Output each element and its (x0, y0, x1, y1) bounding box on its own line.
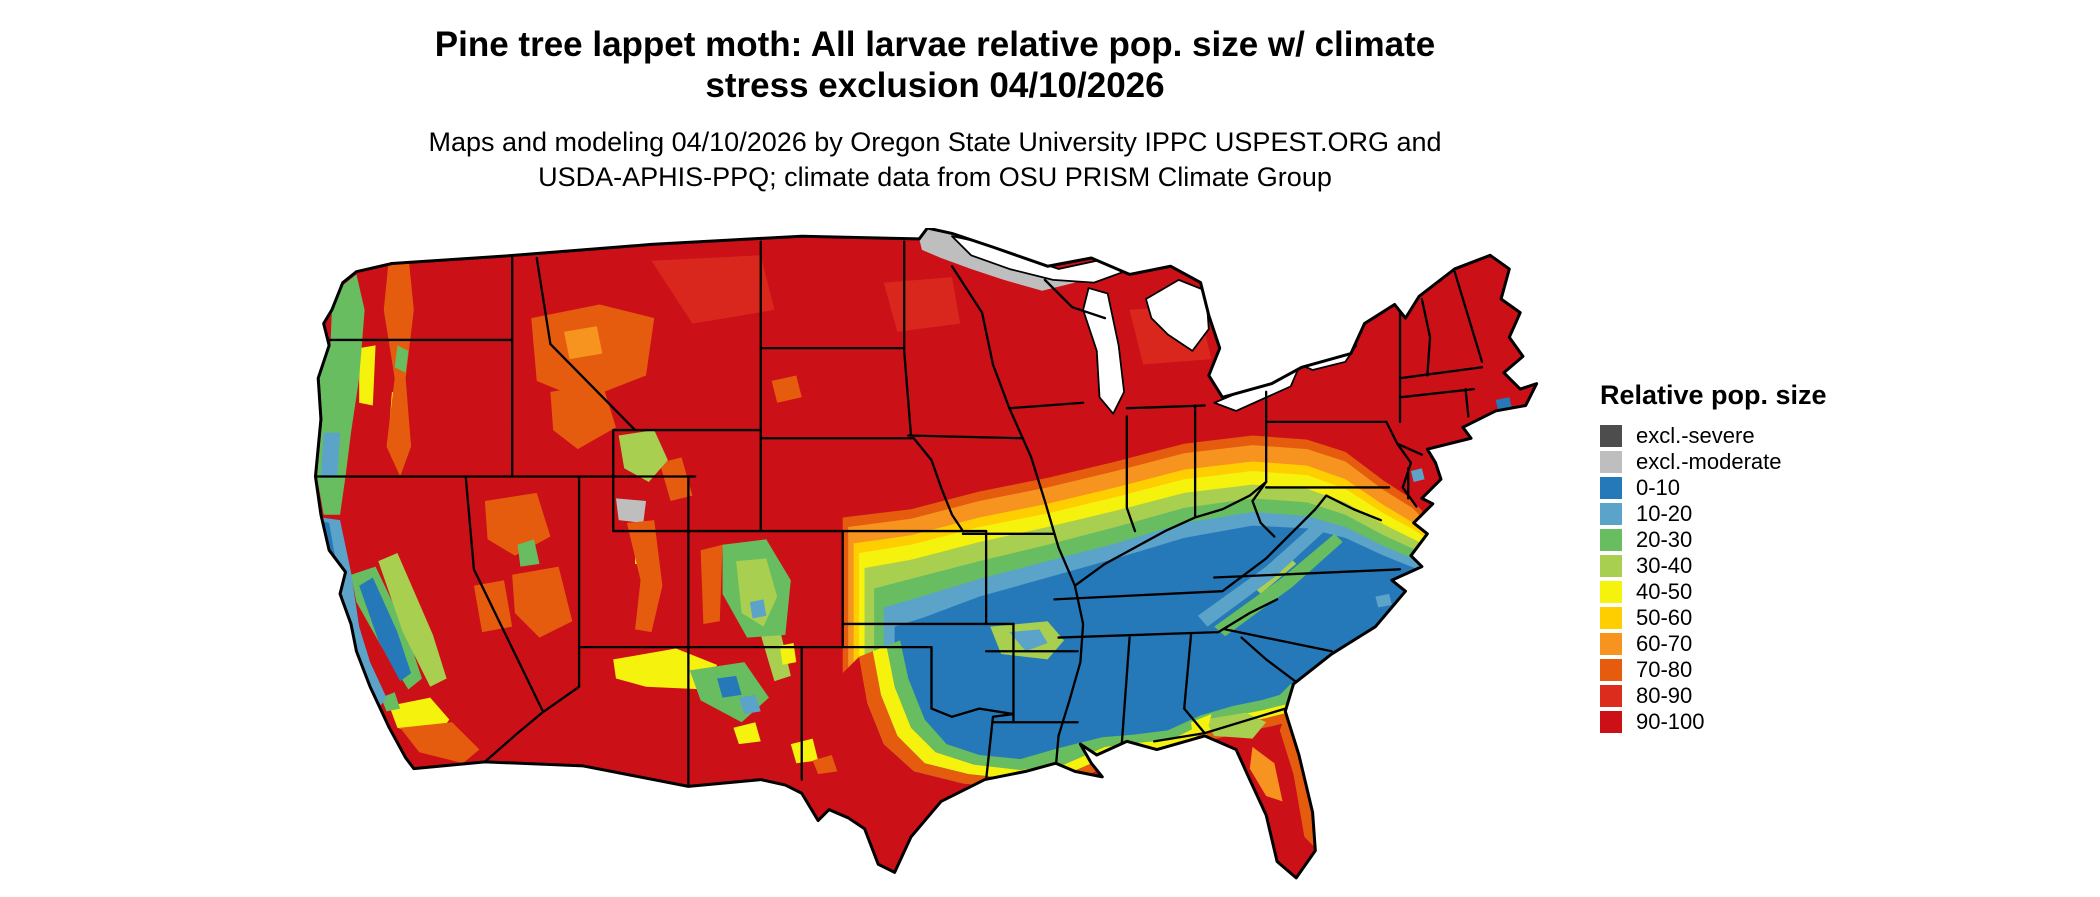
legend-item: 10-20 (1600, 501, 1827, 527)
overlay-60-70 (564, 326, 1283, 802)
legend-item: excl.-severe (1600, 423, 1827, 449)
legend: Relative pop. size excl.-severe excl.-mod… (1600, 380, 1827, 735)
legend-item: 0-10 (1600, 475, 1827, 501)
legend-swatch (1600, 607, 1622, 629)
legend-label: excl.-moderate (1636, 449, 1782, 474)
us-map (310, 228, 1553, 897)
legend-item: excl.-moderate (1600, 449, 1827, 475)
legend-swatch (1600, 633, 1622, 655)
legend-swatch (1600, 659, 1622, 681)
legend-label: excl.-severe (1636, 423, 1755, 448)
state-borders (315, 240, 1484, 788)
subtitle-line-1: Maps and modeling 04/10/2026 by Oregon S… (428, 126, 1442, 157)
overlay-30-40-inner (378, 430, 778, 687)
page-title: Pine tree lappet moth: All larvae relati… (0, 24, 1870, 107)
legend-label: 60-70 (1636, 631, 1693, 656)
us-map-svg (313, 228, 1539, 880)
legend-swatch (1600, 555, 1622, 577)
us-outline (313, 228, 1539, 880)
gulf-strip-20-30 (886, 640, 1299, 771)
legend-label: 50-60 (1636, 605, 1693, 630)
legend-swatch (1600, 425, 1622, 447)
legend-label: 20-30 (1636, 527, 1693, 552)
legend-item: 50-60 (1600, 605, 1827, 631)
legend-title: Relative pop. size (1600, 380, 1827, 410)
legend-swatch (1600, 581, 1622, 603)
legend-swatch (1600, 529, 1622, 551)
legend-label: 40-50 (1636, 579, 1693, 604)
legend-swatch (1600, 451, 1622, 473)
legend-label: 0-10 (1636, 475, 1681, 500)
legend-label: 80-90 (1636, 683, 1693, 708)
legend-item: 20-30 (1600, 527, 1827, 553)
legend-swatch (1600, 685, 1622, 707)
lake-michigan (1082, 287, 1125, 415)
title-line-2: stress exclusion 04/10/2026 (705, 66, 1165, 106)
legend-swatch (1600, 477, 1622, 499)
header: Pine tree lappet moth: All larvae relati… (0, 24, 1870, 195)
legend-item: 80-90 (1600, 683, 1827, 709)
legend-swatch (1600, 503, 1622, 525)
title-line-1: Pine tree lappet moth: All larvae relati… (434, 25, 1436, 64)
subtitle-line-2: USDA-APHIS-PPQ; climate data from OSU PR… (538, 161, 1332, 192)
legend-item: 60-70 (1600, 631, 1827, 657)
legend-label: 70-80 (1636, 657, 1693, 682)
legend-item: 90-100 (1600, 709, 1827, 735)
legend-items: excl.-severe excl.-moderate 0-10 10-20 20-30… (1600, 423, 1827, 735)
legend-item: 30-40 (1600, 553, 1827, 579)
legend-label: 30-40 (1636, 553, 1693, 578)
legend-swatch (1600, 711, 1622, 733)
page-subtitle: Maps and modeling 04/10/2026 by Oregon S… (0, 125, 1870, 195)
legend-item: 70-80 (1600, 657, 1827, 683)
legend-item: 40-50 (1600, 579, 1827, 605)
map-raster (315, 228, 1537, 878)
legend-label: 10-20 (1636, 501, 1693, 526)
lake-huron (1145, 278, 1210, 352)
legend-label: 90-100 (1636, 709, 1705, 734)
